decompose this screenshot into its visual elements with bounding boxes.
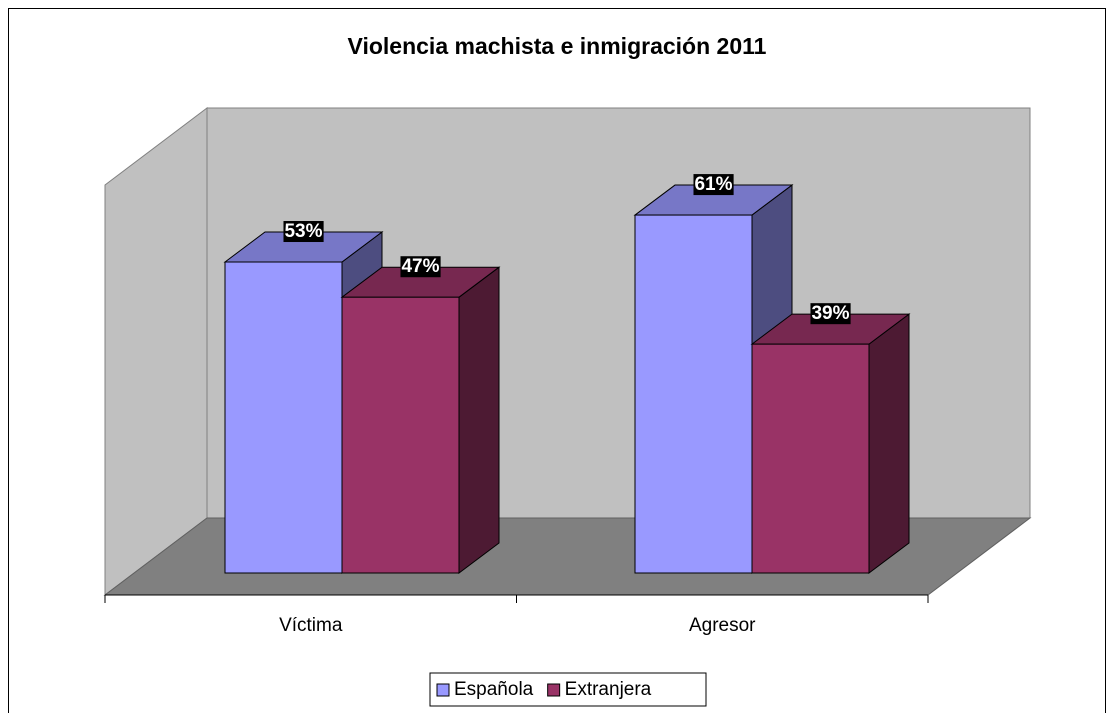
legend-label: Extranjera: [565, 679, 652, 700]
data-label: 39%: [811, 303, 849, 324]
bar: [751, 343, 870, 574]
x-tick-label: Agresor: [689, 615, 756, 636]
data-label: 61%: [694, 174, 732, 195]
chart-border: [8, 8, 1106, 713]
bar-side: [458, 266, 500, 574]
chart-title: Violencia machista e inmigración 2011: [348, 33, 767, 59]
bar: [341, 296, 460, 574]
bar: [634, 214, 753, 574]
side-wall: [104, 106, 208, 597]
legend: [429, 672, 707, 707]
data-label-bg: [283, 221, 324, 243]
x-tick-label: Víctima: [279, 615, 343, 636]
legend-swatch: [436, 683, 450, 697]
data-label-bg: [693, 174, 734, 196]
data-label-bg: [400, 256, 441, 278]
legend-label: Española: [454, 679, 534, 700]
data-label-bg: [810, 303, 851, 325]
bar-side: [868, 313, 910, 574]
legend-swatch: [547, 683, 561, 697]
data-label: 53%: [284, 221, 322, 242]
data-label: 47%: [401, 256, 439, 277]
bar: [224, 261, 343, 574]
